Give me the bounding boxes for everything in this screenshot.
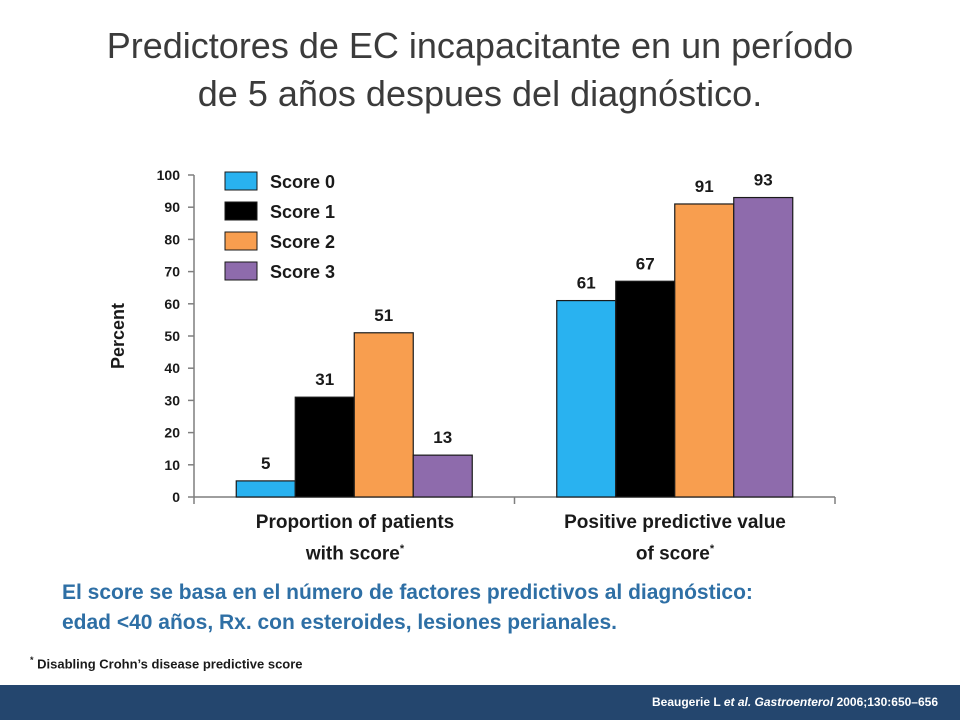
- category-label-0-line-1: Proportion of patients: [255, 512, 455, 533]
- legend-swatch-3: [224, 261, 258, 281]
- data-label-2-1: 91: [695, 177, 714, 196]
- bar-1-0: [294, 396, 355, 498]
- y-tick-label-7: 70: [164, 264, 180, 280]
- bar-2-0: [353, 332, 414, 498]
- slide-title-line-2: de 5 años despues del diagnóstico.: [197, 73, 763, 114]
- category-label-1: Positive predictive value of score*: [520, 510, 830, 567]
- category-label-0-mark: *: [399, 543, 405, 555]
- y-tick-label-3: 30: [164, 392, 180, 408]
- legend-label-1: Score 1: [270, 202, 335, 222]
- citation-authors: Beaugerie L: [652, 695, 721, 709]
- bar-0-1: [556, 299, 617, 498]
- category-label-1-mark: *: [709, 543, 715, 555]
- bar-3-0: [412, 454, 473, 498]
- y-tick-label-0: 0: [172, 489, 180, 505]
- data-label-2-0: 51: [374, 306, 393, 325]
- data-label-3-1: 93: [754, 171, 773, 190]
- y-tick-label-1: 10: [164, 457, 180, 473]
- legend-swatch-2: [224, 231, 258, 251]
- slide-title: Predictores de EC incapacitante en un pe…: [40, 22, 920, 118]
- legend-swatch-1: [224, 201, 258, 221]
- y-tick-label-6: 60: [164, 296, 180, 312]
- y-tick-label-8: 80: [164, 231, 180, 247]
- bar-0-0: [235, 480, 296, 498]
- slide-title-line-1: Predictores de EC incapacitante en un pe…: [106, 25, 854, 66]
- category-label-1-line-1: Positive predictive value: [564, 512, 786, 533]
- score-explanation-line-1: El score se basa en el número de factore…: [62, 581, 753, 604]
- data-label-0-0: 5: [261, 454, 270, 473]
- legend-label-3: Score 3: [270, 262, 335, 282]
- legend-label-2: Score 2: [270, 232, 335, 252]
- bar-2-1: [674, 203, 735, 498]
- footnote-mark: *: [30, 655, 34, 665]
- category-label-0-line-2: with score: [305, 543, 400, 565]
- category-label-0: Proportion of patients with score*: [200, 510, 510, 567]
- y-axis-label: Percent: [108, 303, 128, 369]
- y-tick-label-2: 20: [164, 425, 180, 441]
- y-tick-label-5: 50: [164, 328, 180, 344]
- y-tick-label-10: 100: [157, 167, 181, 183]
- category-label-1-line-2: of score: [635, 543, 710, 565]
- data-label-1-0: 31: [315, 370, 334, 389]
- footer-bar: Beaugerie L et al. Gastroenterol 2006;13…: [0, 685, 960, 720]
- citation-etal: et al.: [723, 695, 752, 709]
- score-explanation-line-2: edad <40 años, Rx. con esteroides, lesio…: [62, 611, 617, 634]
- y-tick-label-9: 90: [164, 199, 180, 215]
- citation: Beaugerie L et al. Gastroenterol 2006;13…: [652, 695, 938, 709]
- citation-ref: 2006;130:650–656: [836, 695, 938, 709]
- y-tick-label-4: 40: [164, 360, 180, 376]
- data-label-3-0: 13: [433, 428, 452, 447]
- score-explanation: El score se basa en el número de factore…: [62, 578, 922, 638]
- bar-chart: 0 10 20 30 40 50 60 70 80 90 100 Percent 5 61 31 67 51 91…: [108, 167, 836, 505]
- footnote: * Disabling Crohn’s disease predictive s…: [30, 655, 303, 671]
- legend-swatch-0: [224, 171, 258, 191]
- bar-1-1: [615, 280, 676, 498]
- data-label-1-1: 67: [636, 254, 655, 273]
- footnote-text: Disabling Crohn’s disease predictive sco…: [37, 656, 303, 672]
- legend-label-0: Score 0: [270, 172, 335, 192]
- citation-journal: Gastroenterol: [754, 695, 834, 709]
- bar-3-1: [733, 196, 794, 498]
- data-label-0-1: 61: [577, 274, 596, 293]
